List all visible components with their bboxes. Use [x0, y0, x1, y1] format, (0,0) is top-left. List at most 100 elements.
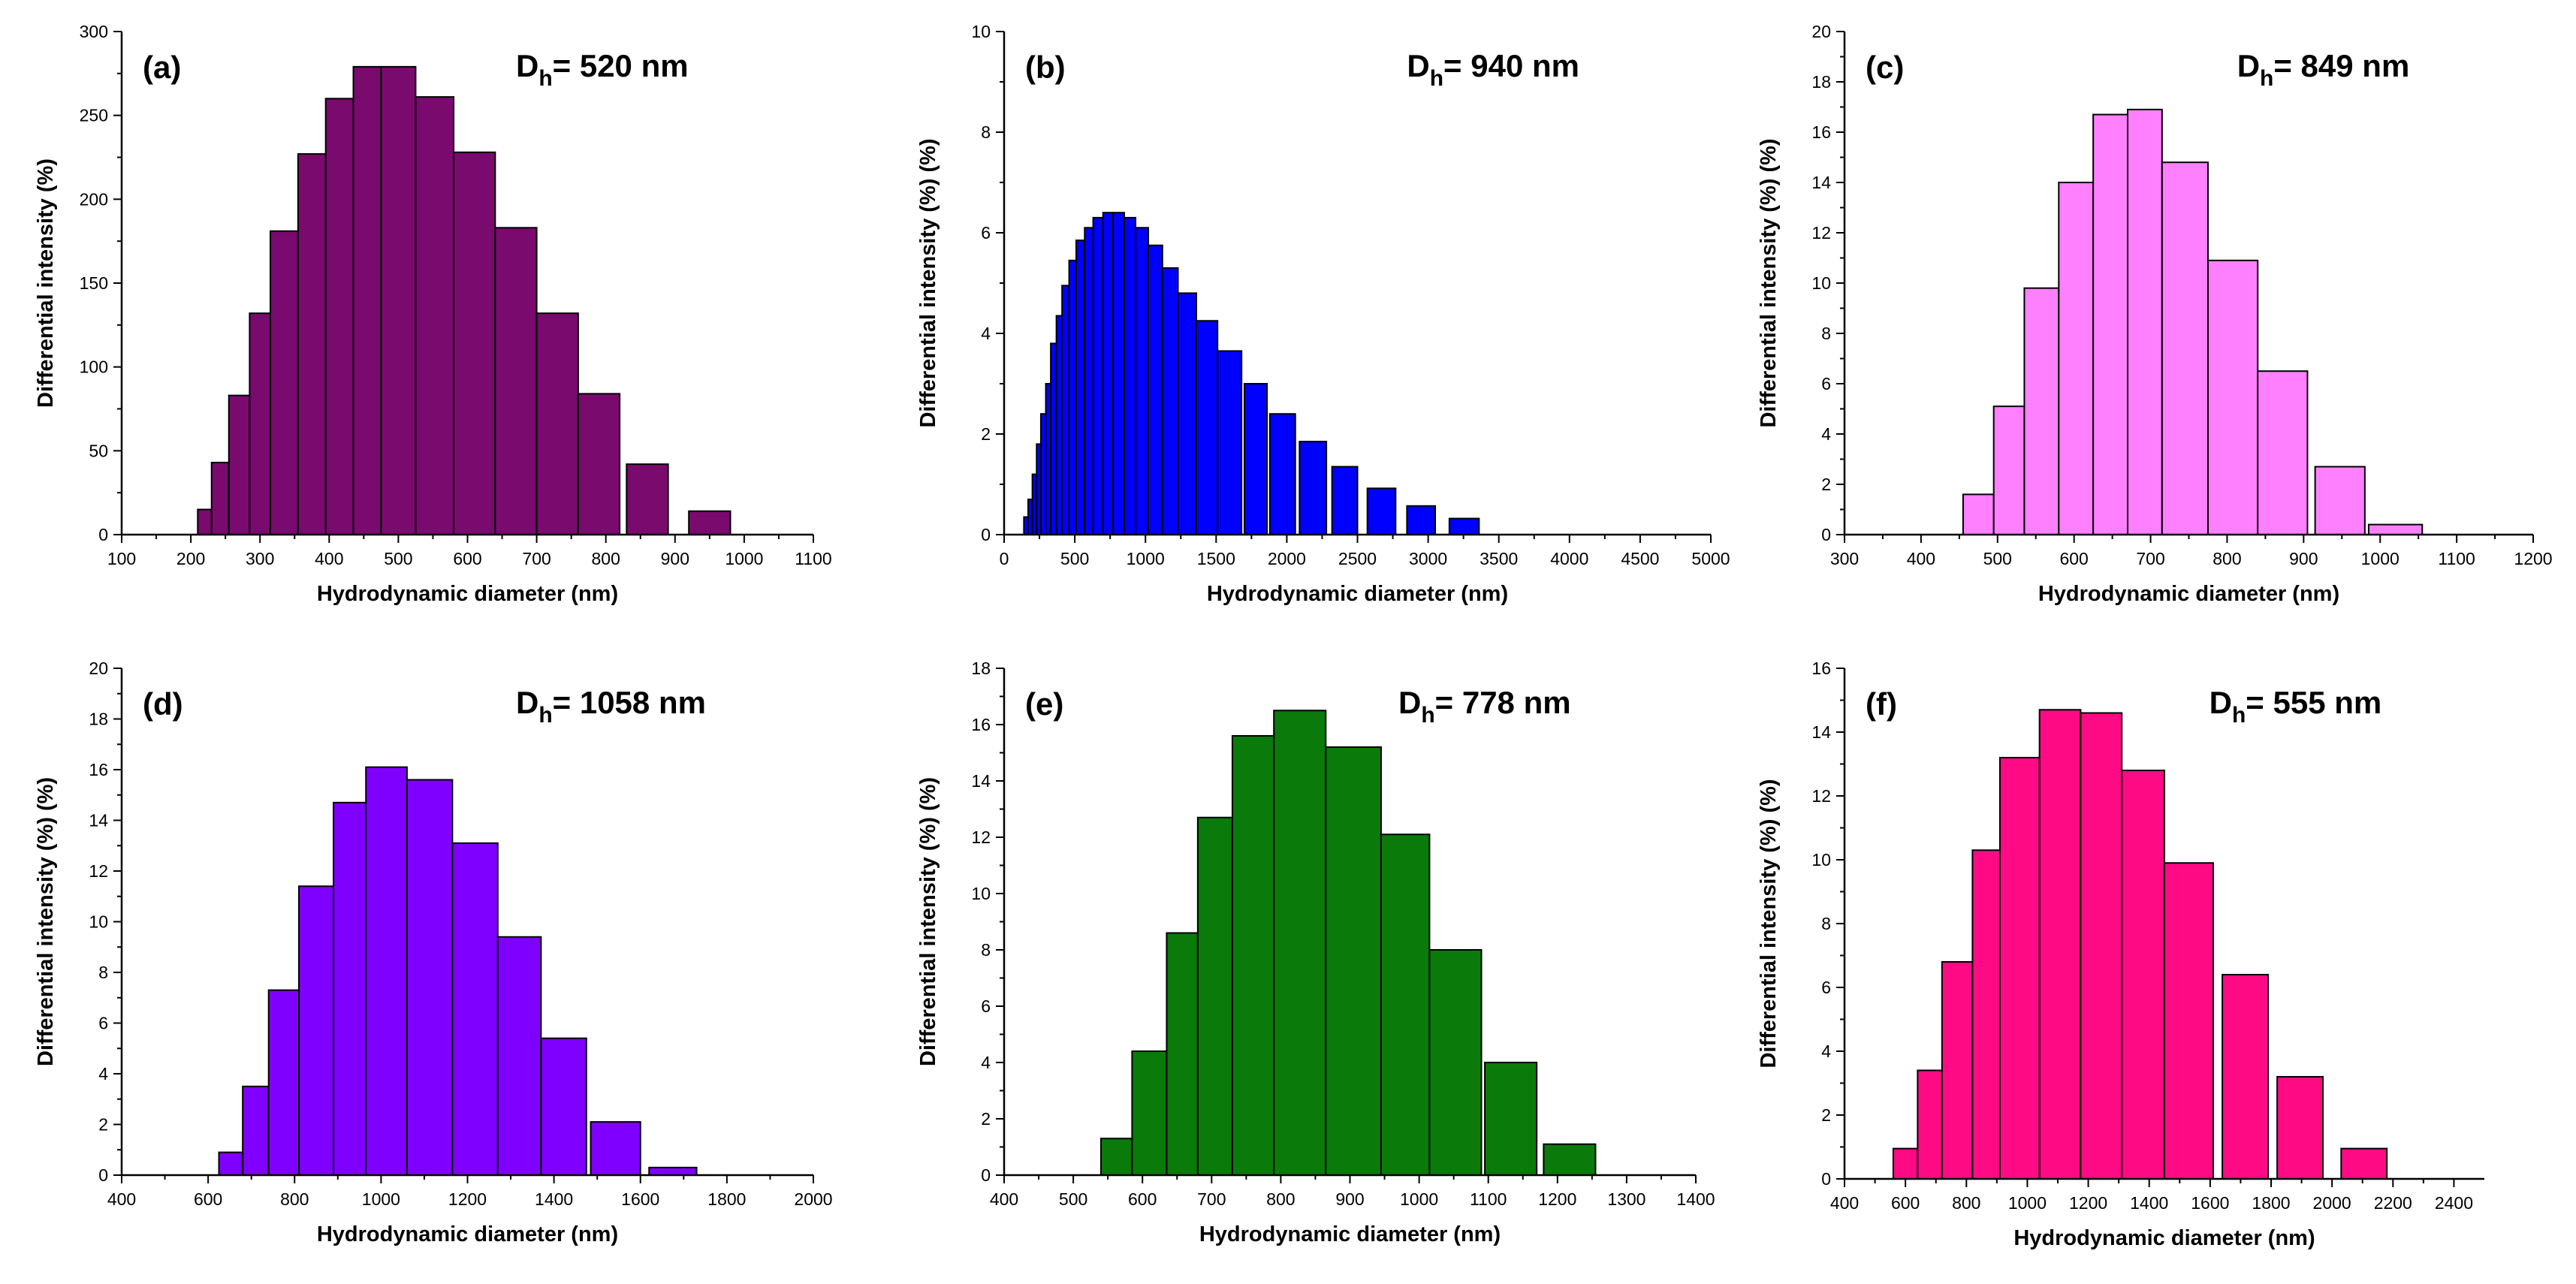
histogram-bar — [2161, 161, 2209, 535]
histogram-bar — [1135, 227, 1149, 535]
x-tick-label: 400 — [1907, 549, 1935, 568]
histogram-bar — [1055, 315, 1063, 535]
histogram-bar — [2121, 770, 2165, 1180]
y-tick-label: 8 — [1821, 324, 1831, 343]
dh-annotation: Dh= 555 nm — [2210, 685, 2382, 728]
x-tick-label: 1200 — [2069, 1193, 2107, 1213]
panel-label: (f) — [1866, 686, 1897, 722]
y-tick-label: 20 — [89, 659, 108, 678]
y-tick-label: 8 — [981, 122, 991, 142]
y-tick-label: 2 — [1821, 1105, 1831, 1125]
y-tick-label: 4 — [1821, 1041, 1831, 1061]
histogram-bar — [2222, 974, 2269, 1180]
panel-label: (b) — [1025, 50, 1066, 85]
y-tick-label: 20 — [1811, 22, 1831, 41]
x-tick-label: 1500 — [1197, 549, 1235, 568]
x-tick-label: 1200 — [448, 1189, 487, 1209]
x-tick-label: 1200 — [1538, 1189, 1576, 1209]
y-tick-label: 16 — [971, 715, 991, 734]
histogram-bar — [1196, 816, 1233, 1176]
x-tick-label: 800 — [2213, 549, 2241, 568]
panel-label: (c) — [1866, 50, 1904, 85]
x-tick-label: 500 — [1983, 549, 2012, 568]
histogram-bar — [1892, 1147, 1919, 1180]
x-tick-label: 2400 — [2435, 1193, 2473, 1213]
x-tick-label: 2000 — [794, 1189, 832, 1209]
y-tick-label: 10 — [971, 884, 991, 903]
y-tick-label: 8 — [98, 963, 108, 982]
histogram-bar — [2058, 182, 2095, 535]
x-tick-label: 500 — [384, 549, 412, 568]
histogram-bar — [1177, 292, 1197, 535]
histogram-bar — [1123, 216, 1137, 535]
panel-label: (d) — [143, 686, 183, 722]
y-tick-label: 0 — [1821, 1169, 1831, 1189]
histogram-bar — [1331, 466, 1359, 535]
chart-panel: 0 500 1000 1500 2000 2500 3000 3500 4000 4500 5000… — [916, 22, 1730, 606]
histogram-bar — [2038, 709, 2082, 1180]
histogram-bar — [2276, 1076, 2324, 1180]
histogram-bar — [270, 230, 299, 535]
histogram-bar — [2092, 113, 2128, 536]
x-tick-label: 600 — [2059, 549, 2088, 568]
histogram-bar — [1102, 212, 1114, 535]
y-tick-label: 6 — [981, 223, 991, 243]
x-axis-title: Hydrodynamic diameter (nm) — [1199, 1222, 1501, 1246]
histogram-bar — [590, 1121, 641, 1176]
x-tick-label: 800 — [1952, 1193, 1980, 1213]
panel-label: (a) — [143, 50, 181, 85]
y-tick-label: 0 — [1821, 525, 1831, 544]
x-tick-label: 400 — [107, 1189, 136, 1209]
histogram-bar — [218, 1151, 244, 1176]
histogram-bar — [1166, 932, 1199, 1176]
histogram-bar — [298, 885, 335, 1176]
x-tick-label: 1400 — [1676, 1189, 1715, 1209]
x-tick-label: 1800 — [2252, 1193, 2290, 1213]
histogram-bar — [197, 508, 213, 535]
histogram-bar — [1273, 710, 1327, 1176]
x-tick-label: 200 — [176, 549, 205, 568]
histogram-bar — [540, 1037, 587, 1176]
x-tick-label: 1000 — [2008, 1193, 2047, 1213]
histogram-bar — [2257, 370, 2309, 535]
y-tick-label: 50 — [89, 441, 108, 460]
histogram-bar — [1231, 735, 1275, 1176]
y-tick-label: 14 — [1811, 722, 1831, 742]
x-tick-label: 800 — [1266, 1189, 1295, 1209]
x-tick-label: 400 — [315, 549, 343, 568]
y-axis-title: Differential intensity (%) (%) — [916, 138, 940, 427]
histogram-bar — [406, 779, 454, 1176]
y-tick-label: 14 — [971, 771, 991, 791]
histogram-bar — [297, 153, 327, 536]
dh-annotation: Dh= 940 nm — [1407, 48, 1579, 91]
x-tick-label: 3500 — [1480, 549, 1518, 568]
x-tick-label: 5000 — [1691, 549, 1730, 568]
x-tick-label: 700 — [1197, 1189, 1226, 1209]
y-axis-title: Differential intensity (%) (%) — [1757, 779, 1781, 1068]
histogram-bar — [1299, 441, 1328, 535]
panel-label: (e) — [1025, 686, 1063, 722]
histogram-bar — [688, 510, 731, 536]
x-tick-label: 2500 — [1338, 549, 1377, 568]
x-tick-label: 300 — [1830, 549, 1859, 568]
histogram-bar — [1099, 1138, 1133, 1176]
histogram-bar — [648, 1166, 698, 1176]
x-tick-label: 3000 — [1409, 549, 1447, 568]
x-tick-label: 700 — [2136, 549, 2164, 568]
histogram-bar — [2314, 466, 2366, 535]
x-tick-label: 500 — [1059, 1189, 1087, 1209]
y-tick-label: 18 — [89, 710, 108, 729]
x-tick-label: 600 — [194, 1189, 222, 1209]
y-tick-label: 4 — [981, 1053, 991, 1072]
y-tick-label: 10 — [971, 22, 991, 41]
x-tick-label: 800 — [592, 549, 620, 568]
y-tick-label: 100 — [80, 357, 108, 377]
x-tick-label: 1600 — [621, 1189, 659, 1209]
x-tick-label: 500 — [1060, 549, 1089, 568]
histogram-bar — [2126, 108, 2163, 536]
y-tick-label: 2 — [981, 1109, 991, 1129]
y-axis-title: Differential intensity (%) (%) — [1757, 138, 1781, 427]
histogram-bar — [1380, 833, 1431, 1176]
x-tick-label: 4500 — [1621, 549, 1659, 568]
